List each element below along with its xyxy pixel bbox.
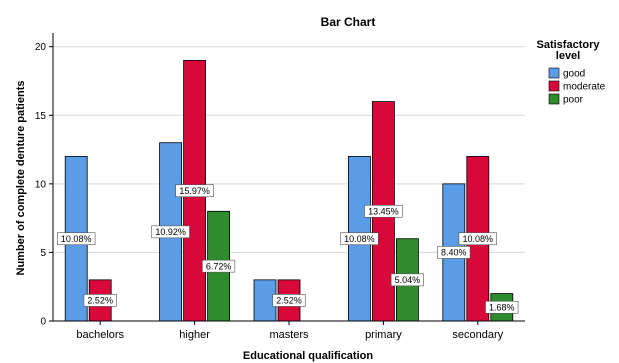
y-axis-ticks: 0 5 10 15 20 (35, 42, 53, 328)
data-label-box (83, 294, 117, 307)
y-tick-label: 15 (35, 111, 47, 122)
data-label: 10.08% (344, 234, 375, 244)
data-label: 10.08% (61, 234, 92, 244)
legend-swatch-poor (548, 93, 560, 105)
legend-label-poor: poor (563, 95, 584, 106)
data-label-box (437, 246, 471, 259)
y-tick-label: 0 (40, 317, 46, 328)
data-label: 5.04% (395, 275, 421, 285)
y-tick-label: 10 (35, 179, 47, 190)
data-label-box (56, 232, 96, 246)
data-labels: 10.08% 2.52% 10.92% 15.97% 6.72% 2.52% 10.08% 1… (56, 184, 519, 314)
data-label: 1.68% (489, 302, 515, 312)
x-category-label: masters (269, 329, 309, 341)
data-label: 10.92% (155, 227, 186, 237)
data-label-box (340, 232, 379, 246)
x-category-label: bachelors (76, 329, 124, 341)
data-label-box (151, 225, 190, 239)
legend-swatch-good (548, 67, 560, 79)
legend-swatch-moderate (548, 80, 560, 92)
legend-label-good: good (563, 69, 585, 80)
data-label: 15.97% (179, 186, 210, 196)
chart-title: Bar Chart (321, 15, 376, 29)
y-tick-label: 5 (40, 248, 46, 259)
y-axis-title: Number of complete denture patients (15, 81, 27, 276)
legend-label-moderate: moderate (563, 82, 606, 93)
legend-title-line1: Satisfactory (537, 39, 601, 51)
data-label: 2.52% (87, 296, 113, 306)
x-category-label: primary (365, 329, 402, 341)
data-label-box (364, 204, 403, 218)
x-axis-categories: bachelors higher masters primary secondary (76, 321, 504, 341)
bars (64, 60, 514, 322)
data-label-box (175, 184, 214, 198)
x-category-label: higher (179, 329, 210, 341)
legend: Satisfactory level good moderate poor (537, 39, 606, 106)
legend-title-line2: level (556, 50, 580, 62)
data-label: 6.72% (206, 261, 232, 271)
x-axis-title: Educational qualification (243, 350, 373, 362)
data-label-box (458, 232, 497, 246)
x-category-label: secondary (452, 329, 503, 341)
data-label: 10.08% (463, 234, 494, 244)
data-label-box (272, 294, 306, 307)
data-label: 2.52% (276, 296, 302, 306)
data-label-box (202, 259, 236, 273)
y-tick-label: 20 (35, 42, 47, 53)
data-label: 13.45% (368, 206, 399, 216)
data-label-box (485, 300, 519, 314)
data-label-box (390, 273, 424, 287)
data-label: 8.40% (441, 248, 467, 258)
